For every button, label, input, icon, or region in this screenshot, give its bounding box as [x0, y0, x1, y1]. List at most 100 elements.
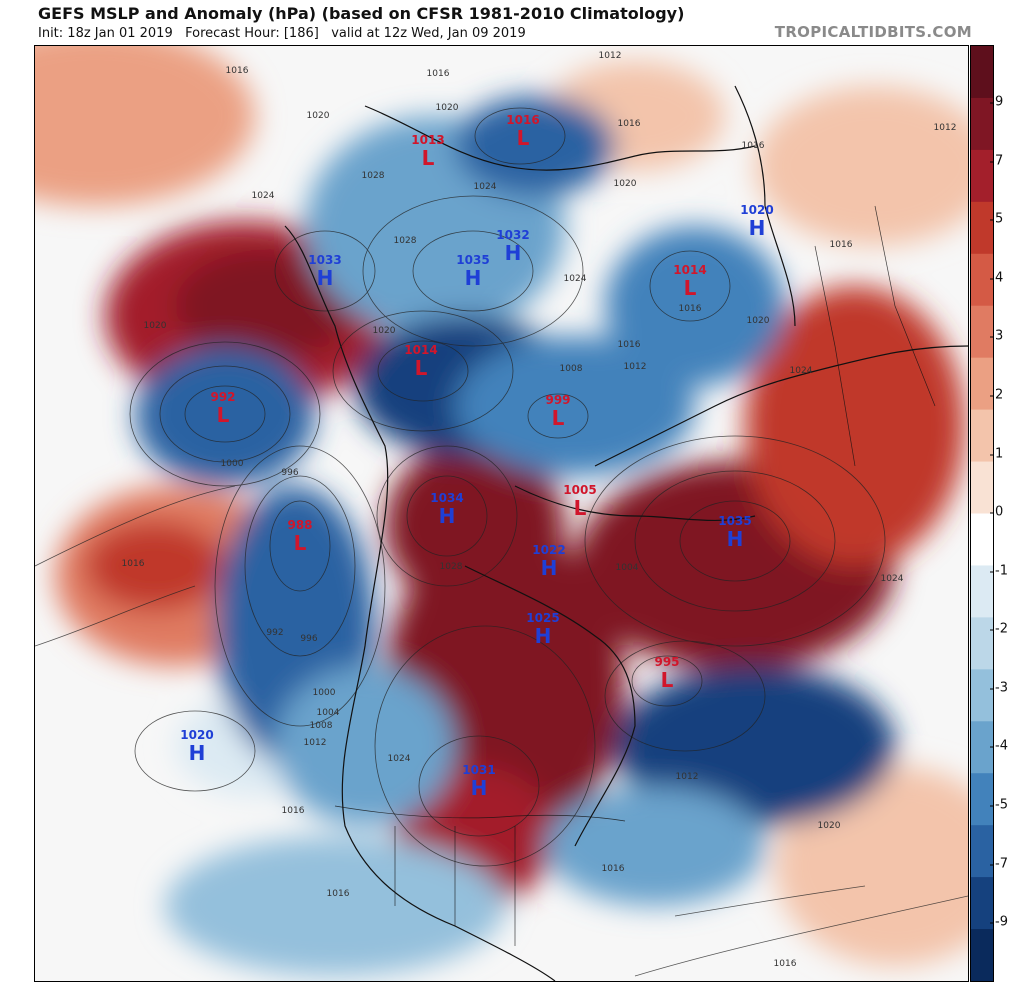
isobar-label: 1024	[789, 366, 813, 376]
low-pressure-center: 1014 L	[404, 343, 438, 380]
low-pressure-center: 1014 L	[673, 263, 707, 300]
colorbar-tick: 7	[989, 153, 1004, 169]
colorbar-swatch	[971, 461, 993, 514]
isobar-label: 1016	[741, 141, 765, 151]
colorbar-tick: 1	[989, 446, 1004, 462]
low-pressure-center: 995 L	[654, 655, 680, 692]
colorbar-swatch	[971, 149, 993, 203]
high-pressure-center: 1033 H	[308, 253, 342, 290]
colorbar-tick: -9	[990, 914, 1008, 930]
colorbar-tick: 2	[989, 387, 1004, 403]
high-pressure-center: 1020 H	[740, 203, 774, 240]
isobar-label: 1020	[143, 321, 167, 331]
high-pressure-center: 1022 H	[532, 543, 566, 580]
isobar-label: 996	[281, 468, 299, 478]
colorbar-swatch	[971, 253, 993, 307]
high-pressure-center: 1035 H	[456, 253, 490, 290]
isobar-label: 1024	[251, 191, 275, 201]
isobar-label: 1020	[435, 103, 459, 113]
colorbar-swatch	[971, 305, 993, 359]
isobar-label: 1020	[746, 316, 770, 326]
colorbar-tick: -5	[990, 797, 1008, 813]
isobar-label: 996	[300, 634, 318, 644]
isobar-label: 1016	[678, 304, 702, 314]
colorbar-swatch	[971, 357, 993, 411]
colorbar-swatch	[971, 46, 993, 99]
high-pressure-center: 1025 H	[526, 611, 560, 648]
colorbar-tick: -2	[990, 621, 1008, 637]
low-pressure-center: 1005 L	[563, 483, 597, 520]
isobar-label: 1016	[225, 66, 249, 76]
isobar-label: 1008	[309, 721, 333, 731]
colorbar-tick: -3	[990, 680, 1008, 696]
colorbar-tick: 3	[989, 328, 1004, 344]
isobar-label: 1028	[361, 171, 385, 181]
isobar-label: 1024	[563, 274, 587, 284]
isobar-label: 1012	[675, 772, 699, 782]
low-pressure-center: 992 L	[210, 390, 236, 427]
isobar-label: 1016	[426, 69, 450, 79]
isobar-label: 1024	[880, 574, 904, 584]
colorbar-swatch	[971, 97, 993, 151]
isobar-label: 1020	[817, 821, 841, 831]
isobar-label: 1024	[473, 182, 497, 192]
colorbar-tick: 0	[989, 504, 1004, 520]
coastlines	[284, 85, 968, 981]
colorbar-swatch	[971, 513, 993, 566]
anomaly-colorbar	[970, 45, 994, 982]
anomaly-field	[35, 46, 968, 976]
isobar-label: 1000	[220, 459, 244, 469]
isobar-label: 1000	[312, 688, 336, 698]
colorbar-tick: -4	[990, 738, 1008, 754]
isobar-label: 1016	[773, 959, 797, 969]
high-pressure-center: 1032 H	[496, 228, 530, 265]
colorbar-swatch	[971, 773, 993, 826]
isobar-label: 1020	[613, 179, 637, 189]
colorbar-tick: 4	[989, 270, 1004, 286]
isobar-label: 1016	[326, 889, 350, 899]
site-credit: TROPICALTIDBITS.COM	[774, 23, 972, 41]
colorbar-tick: 9	[989, 94, 1004, 110]
low-pressure-center: 1016 L	[506, 113, 540, 150]
isobar-label: 1016	[121, 559, 145, 569]
high-pressure-center: 1035 H	[718, 514, 752, 551]
isobar-label: 1016	[617, 340, 641, 350]
isobar-label: 1016	[601, 864, 625, 874]
low-pressure-center: 988 L	[287, 518, 313, 555]
isobar-label: 1024	[387, 754, 411, 764]
isobar-label: 1016	[829, 240, 853, 250]
colorbar-tick: -1	[990, 563, 1008, 579]
isobar-lines	[35, 107, 968, 977]
high-pressure-center: 1031 H	[462, 763, 496, 800]
isobar-label: 1012	[303, 738, 327, 748]
colorbar-tick: -7	[990, 856, 1008, 872]
colorbar-swatch	[971, 201, 993, 255]
colorbar-swatch	[971, 825, 993, 878]
isobar-label: 1020	[372, 326, 396, 336]
chart-title: GEFS MSLP and Anomaly (hPa) (based on CF…	[38, 4, 685, 23]
isobar-label: 1012	[598, 51, 622, 61]
isobar-label: 1020	[306, 111, 330, 121]
mslp-anomaly-map: 1013 L 1016 L 1033 H 1035 H 1032 H 1020 H 1014…	[34, 45, 969, 982]
chart-subtitle: Init: 18z Jan 01 2019 Forecast Hour: [18…	[38, 26, 526, 41]
low-pressure-center: 999 L	[545, 393, 571, 430]
colorbar-swatch	[971, 929, 993, 981]
colorbar-swatch	[971, 565, 993, 618]
colorbar-tick: 5	[989, 211, 1004, 227]
colorbar-swatch	[971, 617, 993, 670]
political-boundaries	[334, 205, 936, 946]
colorbar-swatch	[971, 877, 993, 930]
isobar-label: 1016	[281, 806, 305, 816]
isobar-label: 1008	[559, 364, 583, 374]
colorbar-ticks: 9 7 5 4 3 2 1 0 -1 -2 -3 -4 -5 -7 -9	[989, 45, 1024, 980]
isobar-label: 1028	[393, 236, 417, 246]
colorbar-swatch	[971, 721, 993, 774]
isobar-label: 1004	[615, 563, 639, 573]
high-pressure-center: 1034 H	[430, 491, 464, 528]
colorbar-swatches	[971, 46, 993, 981]
isobar-label: 992	[266, 628, 284, 638]
isobar-label: 1012	[933, 123, 957, 133]
map-canvas	[35, 46, 968, 981]
colorbar-swatch	[971, 409, 993, 463]
isobar-label: 1016	[617, 119, 641, 129]
